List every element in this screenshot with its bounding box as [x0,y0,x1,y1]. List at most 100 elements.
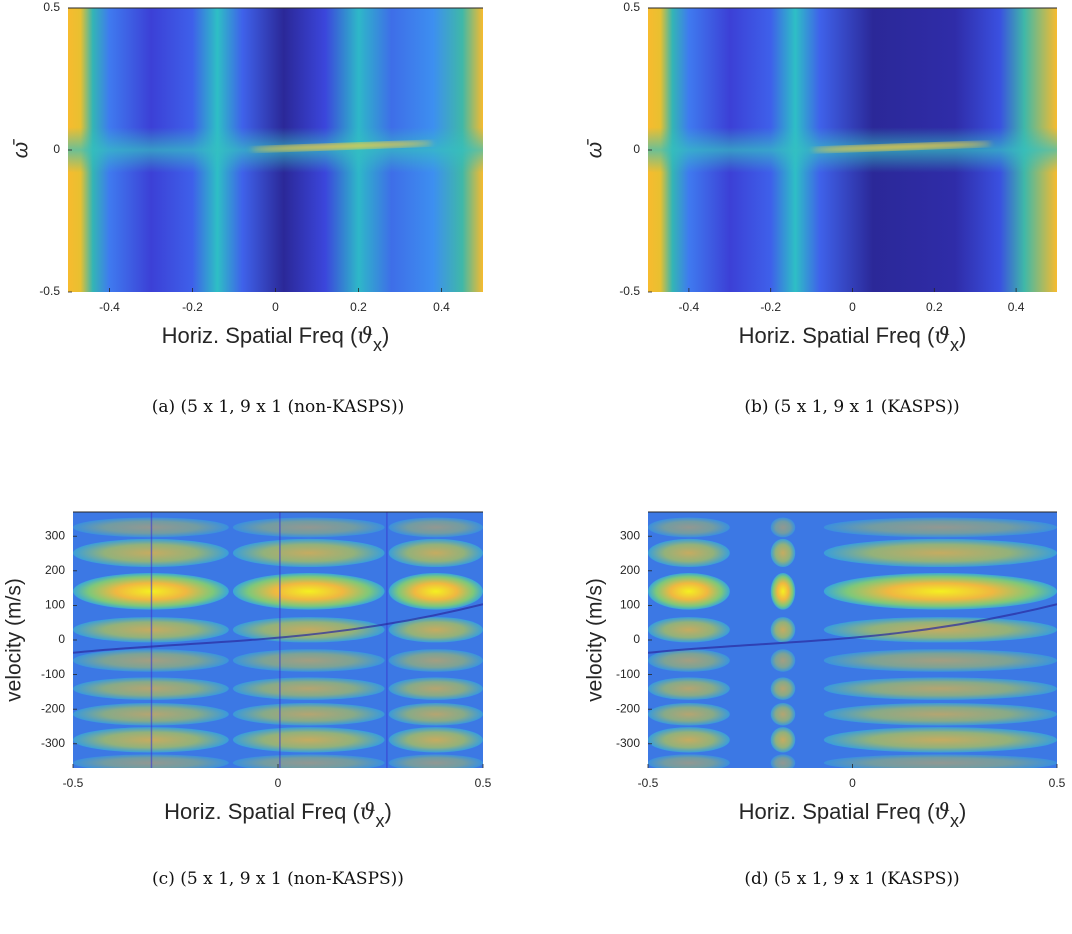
y-tick-label: 200 [620,563,640,577]
x-axis-label-part: Horiz. Spatial Freq ( [164,799,360,824]
heatmap-blob [388,517,483,538]
y-axis-label: velocity (m/s) [3,578,26,702]
heatmap-blob [770,649,796,672]
heatmap-blob [770,754,796,768]
y-tick-label: -0.5 [39,284,60,298]
x-axis-label-part: ϑ [357,324,373,349]
y-tick-label: 0 [58,632,65,646]
heatmap [68,8,483,292]
y-tick-label: 0 [633,142,640,156]
heatmap-blob [770,573,796,610]
heatmap-blob [823,617,1057,643]
heatmap-ridge [73,603,483,654]
x-axis-label-part: x [950,335,959,355]
heatmap-blob [823,677,1057,700]
heatmap-blob [770,538,796,568]
heatmap-blob [232,727,385,753]
heatmap-streak [811,142,992,152]
heatmap-blob [823,573,1057,610]
heatmap-blob [232,649,385,672]
heatmap-blob [823,517,1057,538]
heatmap-blob [770,517,796,538]
x-tick-label: -0.4 [99,300,120,314]
y-tick-label: 100 [45,598,65,612]
caption: (c) (5 x 1, 9 x 1 (non-KASPS)) [152,869,404,889]
heatmap-blob [770,617,796,643]
heatmap-blob [388,538,483,568]
x-axis-label-part: ) [382,323,389,348]
heatmap-blob [823,727,1057,753]
heatmap-blob [648,538,730,568]
y-tick-label: -100 [616,667,640,681]
x-tick-label: -0.5 [63,776,84,790]
x-axis-label: Horiz. Spatial Freq (ϑx) [162,323,390,355]
x-tick-label: 0.2 [350,300,367,314]
x-axis-label-part: ϑ [934,324,950,349]
x-axis-label-part: Horiz. Spatial Freq ( [739,323,935,348]
heatmap-blob [388,573,483,610]
y-tick-label: -200 [41,701,65,715]
heatmap-blob [232,538,385,568]
x-axis-label-part: Horiz. Spatial Freq ( [162,323,358,348]
heatmap-blob [648,617,730,643]
heatmap-blob [823,754,1057,768]
x-tick-label: 0 [849,300,856,314]
x-tick-label: 0.2 [926,300,943,314]
x-tick-label: -0.2 [760,300,781,314]
y-tick-label: -100 [41,667,65,681]
x-tick-label: 0.5 [1049,776,1066,790]
x-tick-label: -0.4 [679,300,700,314]
heatmap-blob [648,573,730,610]
y-tick-label: 200 [45,563,65,577]
x-axis-label-part: x [376,811,385,831]
y-axis-label: ω̄ [10,139,33,158]
heatmap-blob [648,727,730,753]
x-tick-label: 0 [272,300,279,314]
x-axis-label: Horiz. Spatial Freq (ϑx) [164,799,392,831]
heatmap-blob [648,677,730,700]
x-tick-label: 0.4 [433,300,450,314]
y-tick-label: 300 [620,528,640,542]
heatmap-blob [770,702,796,726]
y-axis-label: velocity (m/s) [584,578,607,702]
x-axis-label-part: ϑ [934,800,950,825]
heatmap-blob [232,517,385,538]
heatmap-blob [388,727,483,753]
x-tick-label: 0 [275,776,282,790]
x-axis-label-part: ϑ [360,800,376,825]
x-axis-label-part: ) [385,799,392,824]
heatmap-blob [823,702,1057,726]
y-tick-label: 100 [620,598,640,612]
x-axis-label-part: x [373,335,382,355]
heatmap [648,8,1057,292]
heatmap-blob [648,702,730,726]
x-tick-label: -0.2 [182,300,203,314]
heatmap-blob [388,677,483,700]
y-axis-label: ω̄ [584,139,607,158]
x-axis-label: Horiz. Spatial Freq (ϑx) [739,799,967,831]
x-tick-label: 0.4 [1008,300,1025,314]
heatmap-blob [232,677,385,700]
heatmap-blob [232,702,385,726]
x-tick-label: 0 [849,776,856,790]
x-axis-label-part: ) [959,323,966,348]
heatmap-blob [388,649,483,672]
caption: (a) (5 x 1, 9 x 1 (non-KASPS)) [152,397,405,417]
heatmap-blob [232,617,385,643]
y-tick-label: -300 [41,736,65,750]
heatmap [73,512,483,768]
heatmap-blob [823,649,1057,672]
heatmap [648,512,1057,768]
x-axis-label-part: x [950,811,959,831]
y-tick-label: -0.5 [619,284,640,298]
heatmap-blob [388,702,483,726]
x-axis-label-part: ) [959,799,966,824]
y-tick-label: 300 [45,528,65,542]
y-tick-label: 0.5 [623,0,640,14]
y-tick-label: 0.5 [43,0,60,14]
heatmap-blob [388,754,483,768]
heatmap-blob [770,727,796,753]
caption: (b) (5 x 1, 9 x 1 (KASPS)) [744,397,959,417]
heatmap-blob [232,573,385,610]
